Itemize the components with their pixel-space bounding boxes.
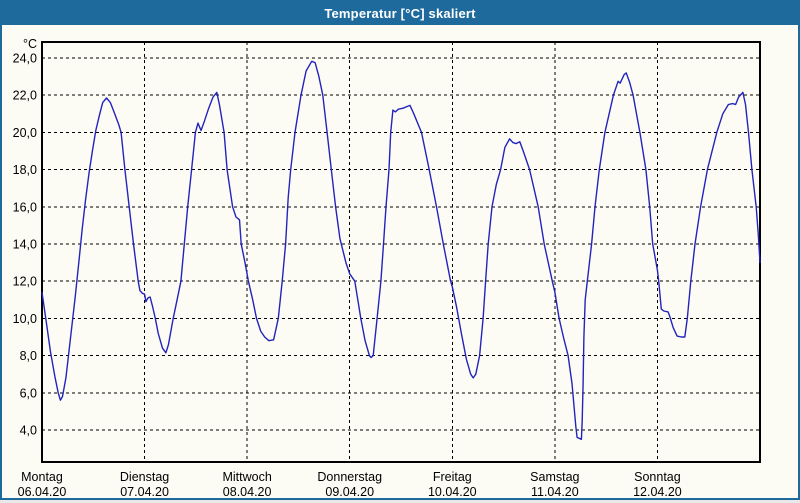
y-tick-label: 8,0 — [20, 349, 37, 363]
y-tick-label: 14,0 — [13, 238, 37, 252]
y-axis-unit-label: °C — [23, 37, 37, 51]
x-date-label: 06.04.20 — [18, 485, 67, 498]
x-day-label: Sonntag — [634, 470, 681, 484]
temperature-line — [41, 60, 761, 440]
y-tick-label: 12,0 — [13, 275, 37, 289]
window-title-bar[interactable]: Temperatur [°C] skaliert — [2, 2, 798, 25]
x-date-label: 08.04.20 — [223, 485, 272, 498]
x-date-label: 07.04.20 — [120, 485, 169, 498]
x-date-label: 10.04.20 — [428, 485, 477, 498]
y-tick-label: 10,0 — [13, 312, 37, 326]
y-tick-label: 18,0 — [13, 163, 37, 177]
plot-border — [41, 41, 761, 463]
temperature-line-chart: 24,0 22,0 20,0 18,0 16,0 14,0 12,0 10,0 8,0 6,0 4,… — [13, 37, 761, 499]
x-day-label: Samstag — [530, 470, 579, 484]
x-day-label: Donnerstag — [317, 470, 382, 484]
x-day-label: Freitag — [433, 470, 472, 484]
x-date-label: 12.04.20 — [633, 485, 682, 498]
x-date-label: 11.04.20 — [531, 485, 579, 498]
y-tick-label: 16,0 — [13, 200, 37, 214]
x-day-label: Dienstag — [120, 470, 169, 484]
window-title: Temperatur [°C] skaliert — [324, 6, 476, 21]
chart-area: 24,0 22,0 20,0 18,0 16,0 14,0 12,0 10,0 8,0 6,0 4,… — [2, 25, 798, 499]
x-day-label: Montag — [21, 470, 63, 484]
y-tick-label: 22,0 — [13, 89, 37, 103]
x-date-label: 09.04.20 — [325, 485, 374, 498]
y-tick-label: 6,0 — [20, 386, 37, 400]
y-tick-label: 4,0 — [20, 424, 37, 438]
x-day-label: Mittwoch — [222, 470, 271, 484]
y-tick-label: 24,0 — [13, 52, 37, 66]
y-tick-label: 20,0 — [13, 126, 37, 140]
